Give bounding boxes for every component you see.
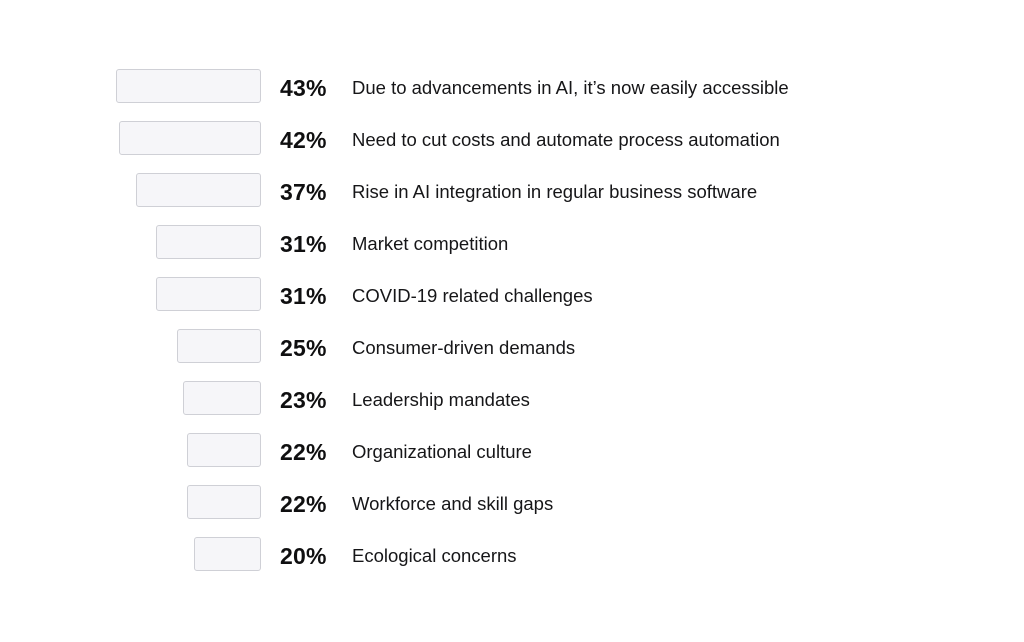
category-label: COVID-19 related challenges [352,285,593,306]
category-label: Organizational culture [352,441,532,462]
bar [116,69,261,103]
value-label: 37% [280,179,327,205]
value-label: 43% [280,75,327,101]
value-label: 31% [280,231,327,257]
category-label: Need to cut costs and automate process a… [352,129,780,150]
bar [186,485,261,519]
bar [156,225,261,259]
bar [156,277,261,311]
value-label: 25% [280,335,327,361]
bar [136,173,261,207]
value-label: 20% [280,543,327,569]
category-label: Rise in AI integration in regular busine… [352,181,758,202]
value-label: 22% [280,439,327,465]
category-label: Due to advancements in AI, it’s now easi… [352,77,789,98]
value-label: 23% [280,387,327,413]
value-label: 42% [280,127,327,153]
bar [186,433,261,467]
category-label: Consumer-driven demands [352,337,576,358]
bar [183,381,261,415]
category-label: Ecological concerns [352,545,517,566]
category-label: Market competition [352,233,509,254]
category-label: Leadership mandates [352,389,530,410]
category-label: Workforce and skill gaps [352,493,554,514]
value-label: 31% [280,283,327,309]
bar [193,537,261,571]
bar [176,329,261,363]
bar [119,121,261,155]
value-label: 22% [280,491,327,517]
